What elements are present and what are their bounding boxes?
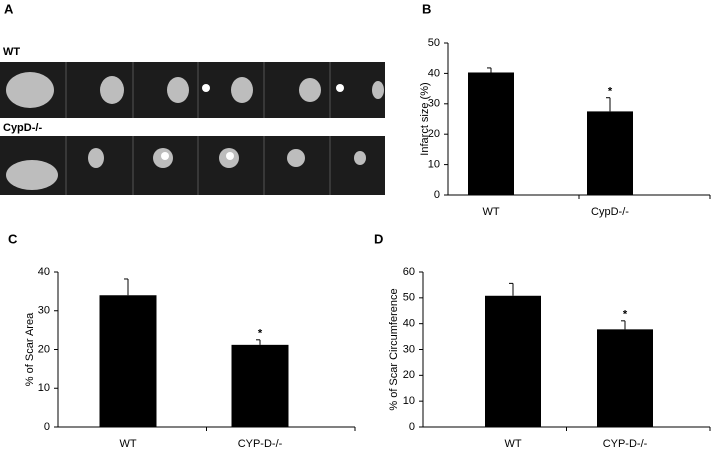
y-tick-label: 50 — [403, 292, 415, 304]
y-axis-label: % of Scar Circumference — [388, 288, 400, 410]
y-tick-label: 40 — [428, 67, 440, 79]
y-tick-label: 40 — [403, 318, 415, 330]
x-tick-label: WT — [482, 206, 499, 218]
panel-label: C — [8, 231, 18, 246]
significance-mark: * — [608, 86, 613, 98]
x-tick-label: WT — [119, 438, 136, 450]
x-tick-label: WT — [504, 438, 521, 450]
y-axis-label: % of Scar Area — [24, 312, 36, 386]
y-axis-label: Infarct size (%) — [419, 82, 431, 155]
y-tick-label: 20 — [38, 343, 50, 355]
y-tick-label: 50 — [428, 37, 440, 49]
panel-label: A — [4, 1, 14, 16]
y-tick-label: 0 — [44, 421, 50, 433]
mri-strip — [0, 62, 385, 195]
y-tick-label: 10 — [428, 159, 440, 171]
bar — [468, 72, 514, 195]
panel-label: B — [422, 1, 431, 16]
bar — [587, 111, 633, 195]
y-tick-label: 30 — [38, 305, 50, 317]
y-tick-label: 20 — [403, 369, 415, 381]
row-label: WT — [3, 46, 20, 58]
y-tick-label: 10 — [403, 395, 415, 407]
row-label: CypD-/- — [3, 122, 42, 134]
bar — [597, 329, 653, 427]
y-tick-label: 30 — [403, 343, 415, 355]
significance-mark: * — [258, 328, 263, 340]
bar — [485, 295, 541, 427]
significance-mark: * — [623, 309, 628, 321]
panel-label: D — [374, 231, 383, 246]
bar — [231, 344, 289, 427]
y-tick-label: 30 — [428, 98, 440, 110]
x-tick-label: CYP-D-/- — [603, 438, 648, 450]
bar — [99, 295, 157, 427]
y-tick-label: 0 — [434, 189, 440, 201]
y-tick-label: 40 — [38, 266, 50, 278]
y-tick-label: 0 — [409, 421, 415, 433]
y-tick-label: 20 — [428, 128, 440, 140]
y-tick-label: 10 — [38, 382, 50, 394]
x-tick-label: CYP-D-/- — [238, 438, 283, 450]
y-tick-label: 60 — [403, 266, 415, 278]
x-tick-label: CypD-/- — [591, 206, 629, 218]
